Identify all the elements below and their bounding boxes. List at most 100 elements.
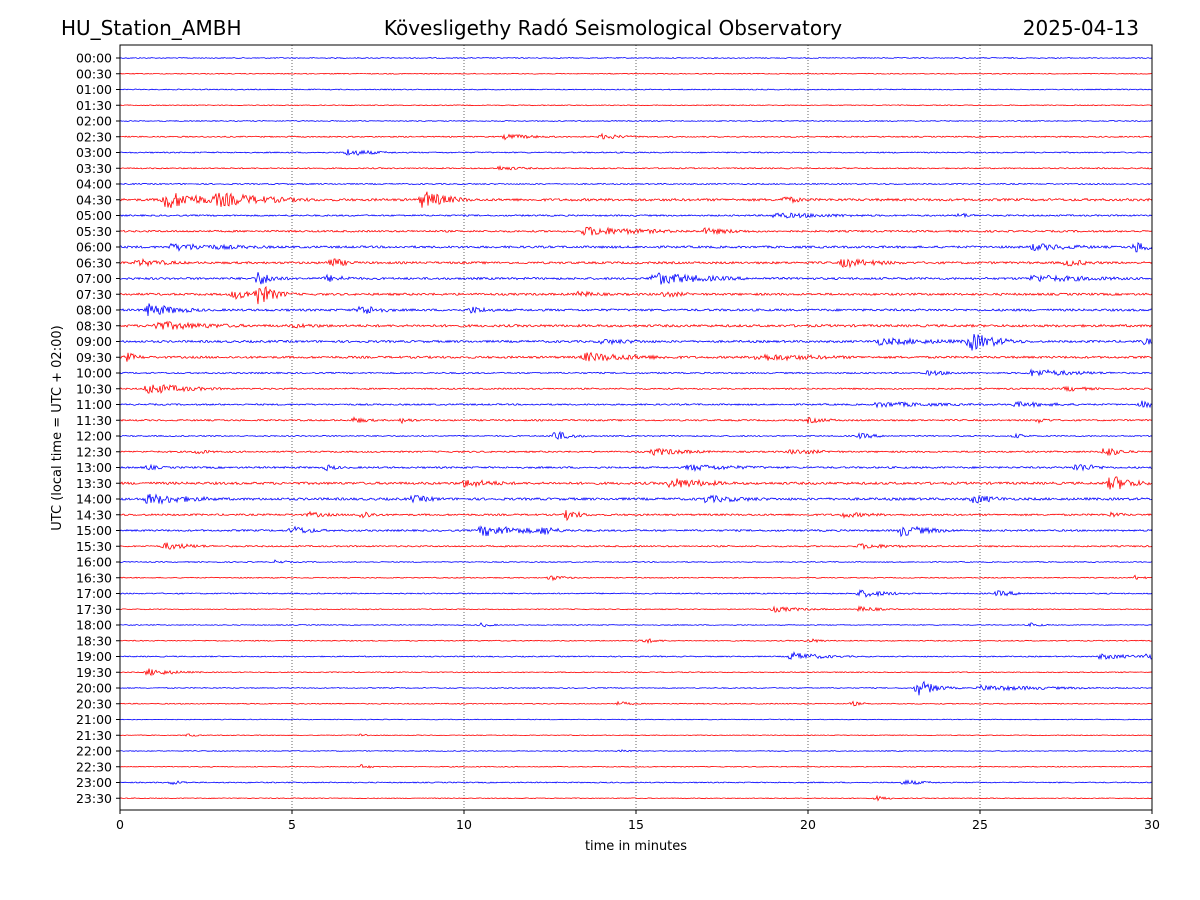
trace-0330 [119, 165, 1153, 171]
trace-0500 [119, 212, 1153, 219]
y-tick-label: 09:30 [76, 350, 112, 365]
plot-frame [119, 44, 1153, 811]
x-axis-ticks: 0 5 10 15 20 25 30 [116, 810, 1160, 832]
trace-0230 [119, 132, 1153, 141]
y-axis-label: UTC (local time = UTC + 02:00) [50, 325, 65, 530]
y-tick-label: 08:30 [76, 318, 112, 333]
y-tick-label: 07:30 [76, 287, 112, 302]
trace-2030 [119, 700, 1153, 707]
trace-0930 [119, 351, 1153, 362]
trace-1830 [119, 638, 1153, 644]
y-tick-label: 12:00 [76, 429, 112, 444]
trace-1300 [119, 463, 1153, 472]
x-tick-label: 20 [800, 817, 816, 832]
y-tick-label: 21:30 [76, 728, 112, 743]
y-tick-label: 01:30 [76, 98, 112, 113]
y-tick-label: 19:00 [76, 649, 112, 664]
trace-0100 [119, 88, 1153, 91]
y-tick-label: 05:30 [76, 224, 112, 239]
y-tick-label: 20:00 [76, 681, 112, 696]
y-tick-label: 18:00 [76, 618, 112, 633]
trace-1030 [119, 384, 1153, 394]
y-tick-label: 20:30 [76, 696, 112, 711]
y-tick-label: 23:30 [76, 791, 112, 806]
trace-2330 [119, 794, 1153, 802]
trace-0830 [119, 320, 1153, 331]
y-tick-label: 07:00 [76, 271, 112, 286]
trace-0000 [119, 56, 1153, 59]
trace-0630 [119, 258, 1153, 269]
y-tick-label: 12:30 [76, 444, 112, 459]
trace-2200 [119, 749, 1153, 753]
y-tick-label: 17:30 [76, 602, 112, 617]
y-tick-label: 11:00 [76, 397, 112, 412]
trace-2000 [119, 680, 1153, 696]
y-tick-label: 10:00 [76, 366, 112, 381]
y-tick-label: 13:00 [76, 460, 112, 475]
y-tick-label: 01:00 [76, 82, 112, 97]
y-tick-label: 21:00 [76, 712, 112, 727]
trace-1400 [119, 493, 1153, 505]
trace-2130 [119, 733, 1153, 737]
trace-0030 [119, 72, 1153, 75]
y-tick-label: 09:00 [76, 334, 112, 349]
trace-2230 [119, 764, 1153, 769]
y-tick-label: 11:30 [76, 413, 112, 428]
trace-0700 [119, 272, 1153, 285]
y-tick-label: 08:00 [76, 303, 112, 318]
y-tick-label: 04:00 [76, 177, 112, 192]
x-axis-label: time in minutes [585, 839, 687, 854]
x-tick-label: 10 [456, 817, 472, 832]
trace-1730 [119, 605, 1153, 613]
x-tick-label: 30 [1144, 817, 1160, 832]
y-tick-label: 02:00 [76, 114, 112, 129]
trace-0400 [119, 182, 1153, 186]
y-tick-label: 00:00 [76, 51, 112, 66]
trace-1330 [119, 476, 1153, 490]
y-tick-label: 22:00 [76, 744, 112, 759]
trace-1230 [119, 447, 1153, 457]
y-tick-label: 15:30 [76, 539, 112, 554]
trace-0530 [119, 226, 1153, 236]
y-tick-label: 04:30 [76, 192, 112, 207]
y-tick-label: 10:30 [76, 381, 112, 396]
trace-0900 [119, 333, 1153, 351]
trace-1530 [119, 542, 1153, 551]
trace-2100 [119, 718, 1153, 721]
trace-0730 [119, 285, 1153, 305]
trace-1900 [119, 651, 1153, 661]
trace-0300 [119, 149, 1153, 156]
trace-1630 [119, 574, 1153, 582]
x-tick-label: 0 [116, 817, 124, 832]
y-tick-label: 18:30 [76, 633, 112, 648]
y-tick-label: 22:30 [76, 759, 112, 774]
y-tick-label: 19:30 [76, 665, 112, 680]
trace-0130 [119, 104, 1153, 107]
y-tick-label: 23:00 [76, 775, 112, 790]
observatory-title: Kövesligethy Radó Seismological Observat… [384, 16, 842, 40]
y-tick-label: 14:00 [76, 492, 112, 507]
trace-0800 [119, 303, 1153, 317]
trace-0430 [119, 191, 1153, 208]
y-tick-label: 00:30 [76, 66, 112, 81]
trace-2300 [119, 779, 1153, 786]
y-tick-label: 14:30 [76, 507, 112, 522]
x-tick-label: 15 [628, 817, 644, 832]
station-title: HU_Station_AMBH [61, 16, 241, 40]
y-tick-label: 13:30 [76, 476, 112, 491]
trace-1130 [119, 416, 1153, 425]
date-title: 2025-04-13 [1023, 16, 1139, 40]
x-tick-label: 25 [972, 817, 988, 832]
x-tick-label: 5 [288, 817, 296, 832]
trace-1200 [119, 430, 1153, 440]
y-tick-label: 03:00 [76, 145, 112, 160]
y-tick-label: 06:00 [76, 240, 112, 255]
y-tick-label: 02:30 [76, 129, 112, 144]
trace-0200 [119, 120, 1153, 123]
y-tick-label: 16:30 [76, 570, 112, 585]
trace-0600 [119, 242, 1153, 253]
trace-1600 [119, 559, 1153, 564]
trace-1930 [119, 668, 1153, 677]
trace-1500 [119, 525, 1153, 538]
